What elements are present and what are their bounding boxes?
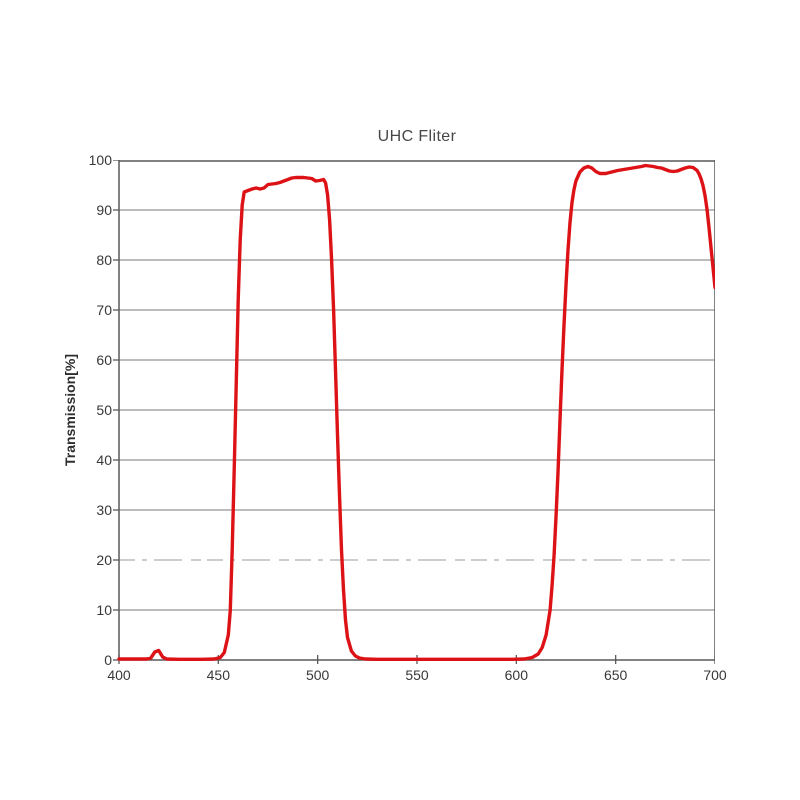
y-tick-label-20: 20 <box>96 552 112 568</box>
y-tick-label-50: 50 <box>96 402 112 418</box>
x-tick-label-500: 500 <box>305 667 330 683</box>
y-tick-label-90: 90 <box>96 202 112 218</box>
x-tick-label-400: 400 <box>107 667 131 683</box>
y-tick-label-0: 0 <box>104 652 112 668</box>
y-tick-label-70: 70 <box>96 302 112 318</box>
x-tick-label-450: 450 <box>206 667 230 683</box>
y-tick-label-100: 100 <box>88 152 112 168</box>
x-tick-label-600: 600 <box>504 667 528 683</box>
x-tick-label-700: 700 <box>703 667 727 683</box>
chart-title: UHC Fliter <box>377 128 457 145</box>
y-tick-label-30: 30 <box>96 502 112 518</box>
x-tick-label-550: 550 <box>405 667 429 683</box>
plot-area <box>113 160 715 664</box>
y-tick-label-80: 80 <box>96 252 112 268</box>
y-tick-label-60: 60 <box>96 352 112 368</box>
y-tick-label-10: 10 <box>96 602 112 618</box>
y-tick-label-40: 40 <box>96 452 112 468</box>
x-tick-label-650: 650 <box>603 667 628 683</box>
transmission-curve <box>117 163 715 661</box>
